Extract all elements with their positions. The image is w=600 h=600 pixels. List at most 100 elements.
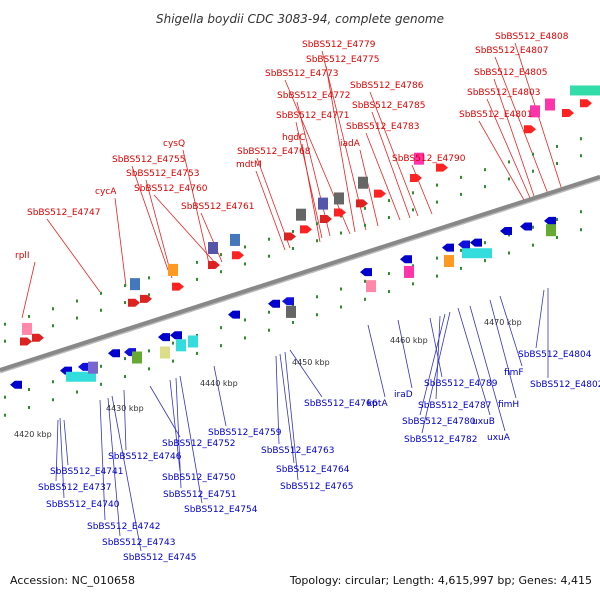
track-dot	[28, 314, 30, 318]
forward-gene-arrow	[524, 125, 536, 134]
track-dot	[100, 382, 102, 386]
track-dot	[292, 320, 294, 324]
track-dot	[148, 349, 150, 353]
forward-gene-arrow	[374, 189, 386, 198]
track-dot	[580, 154, 582, 158]
reverse-gene-label: SbBS512_E4765	[280, 482, 353, 492]
forward-gene-arrow	[562, 109, 574, 118]
forward-gene-label: SbBS512_E4747	[27, 208, 100, 218]
track-dot	[4, 413, 6, 417]
gene-box	[286, 305, 296, 318]
forward-gene-label: cysQ	[163, 139, 185, 149]
leader-line	[421, 311, 451, 434]
reverse-gene-arrow	[158, 333, 170, 342]
leader-line	[296, 101, 331, 237]
forward-gene-label: SbBS512_E4783	[346, 122, 419, 132]
reverse-gene-label: SbBS512_E4787	[418, 401, 491, 411]
reverse-gene-label: SbBS512_E4741	[50, 467, 123, 477]
leader-line	[145, 179, 173, 279]
reverse-gene-arrow	[282, 297, 294, 306]
gene-box	[188, 335, 198, 348]
track-dot	[100, 364, 102, 368]
track-dot	[28, 405, 30, 409]
reverse-gene-arrow	[268, 299, 280, 308]
tick-label: 4460 kbp	[390, 336, 428, 345]
forward-gene-arrow	[334, 208, 346, 217]
forward-gene-arrow	[410, 173, 422, 182]
forward-gene-label: SbBS512_E4760	[134, 184, 208, 194]
gene-box	[230, 233, 240, 246]
track-dot	[100, 291, 102, 295]
gene-box	[404, 265, 414, 278]
forward-gene-label: SbBS512_E4771	[276, 111, 349, 121]
gene-box	[160, 346, 170, 359]
leader-line	[486, 98, 531, 199]
track-dot	[340, 305, 342, 309]
track-dot	[196, 260, 198, 264]
track-dot	[580, 137, 582, 141]
leader-line	[284, 79, 351, 235]
track-dot	[484, 168, 486, 172]
gene-box	[22, 322, 32, 335]
leader-line	[213, 365, 227, 427]
track-dot	[532, 225, 534, 229]
gene-box	[130, 278, 140, 291]
reverse-gene-label: fimH	[498, 400, 519, 410]
track-dot	[484, 241, 486, 245]
topology-text: Topology: circular; Length: 4,615,997 bp…	[289, 574, 592, 587]
track-dot	[52, 324, 54, 328]
reverse-gene-label: SbBS512_E4737	[38, 483, 111, 493]
leader-line	[494, 56, 549, 195]
leader-line	[153, 194, 219, 267]
reverse-gene-arrow	[78, 362, 90, 371]
reverse-gene-arrow	[108, 349, 120, 358]
leader-line	[21, 261, 36, 319]
forward-gene-labels: rplI SbBS512_E4747 cycA SbBS512_E4753 SbBS51…	[15, 32, 569, 261]
reverse-gene-label: iraD	[394, 390, 413, 400]
track-dot	[148, 293, 150, 297]
track-dot	[460, 192, 462, 196]
leader-line	[200, 212, 223, 263]
reverse-gene-label: SbBS512_E4764	[276, 465, 350, 475]
reverse-gene-label: SbBS512_E4752	[162, 439, 235, 449]
track-dot	[460, 175, 462, 179]
track-dot	[196, 333, 198, 337]
leader-line	[359, 149, 379, 227]
leader-line	[369, 91, 419, 217]
forward-gene-label: iadA	[340, 139, 361, 149]
leader-line	[175, 377, 182, 489]
tick-label: 4430 kbp	[106, 404, 144, 413]
leader-line	[489, 299, 517, 399]
track-dot	[268, 254, 270, 258]
reverse-gene-arrow	[500, 227, 512, 235]
tick-label: 4470 kbp	[484, 318, 522, 327]
track-dot	[388, 216, 390, 220]
leader-line	[411, 164, 433, 215]
leader-line	[365, 132, 401, 221]
track-dot	[292, 246, 294, 250]
tick-marks	[4, 137, 582, 417]
track-dot	[76, 299, 78, 303]
forward-gene-label: SbBS512_E4790	[392, 154, 466, 164]
reverse-gene-arrow	[470, 238, 482, 247]
leader-line	[55, 419, 59, 482]
forward-gene-label: SbBS512_E4779	[302, 40, 376, 50]
forward-gene-label: SbBS512_E4808	[495, 32, 569, 42]
track-dot	[220, 344, 222, 348]
track-dot	[244, 318, 246, 322]
track-dot	[556, 144, 558, 148]
track-dot	[388, 272, 390, 276]
reverse-gene-label: SbBS512_E4754	[184, 505, 258, 515]
track-dot	[52, 307, 54, 311]
leader-line	[59, 417, 65, 499]
track-dot	[532, 243, 534, 247]
genome-backbone	[0, 174, 600, 374]
track-dot	[460, 248, 462, 252]
track-dot	[220, 253, 222, 257]
accession-text: Accession: NC_010658	[10, 574, 136, 587]
forward-gene-label: SbBS512_E4768	[237, 147, 311, 157]
reverse-gene-label: SbBS512_E4802	[530, 380, 600, 390]
leader-line	[111, 395, 142, 552]
gene-box	[530, 105, 540, 118]
leader-line	[429, 317, 443, 378]
